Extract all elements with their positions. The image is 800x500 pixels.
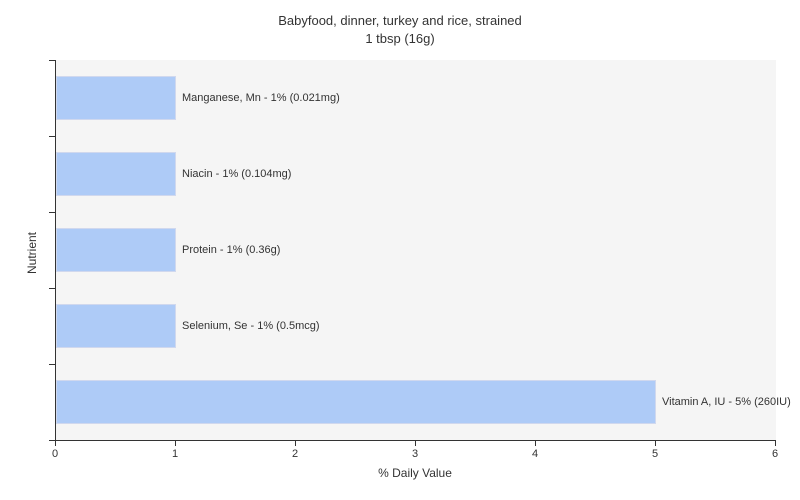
bar xyxy=(56,304,176,348)
bar-label: Niacin - 1% (0.104mg) xyxy=(182,168,291,180)
x-tick xyxy=(655,440,656,446)
y-tick xyxy=(49,60,55,61)
bar xyxy=(56,76,176,120)
bar xyxy=(56,152,176,196)
x-tick-label: 5 xyxy=(652,448,658,460)
x-tick-label: 6 xyxy=(772,448,778,460)
x-tick xyxy=(55,440,56,446)
x-axis-title: % Daily Value xyxy=(378,466,452,480)
y-axis-title: Nutrient xyxy=(25,232,39,274)
y-tick xyxy=(49,364,55,365)
x-tick-label: 0 xyxy=(52,448,58,460)
x-tick xyxy=(415,440,416,446)
bar-label: Manganese, Mn - 1% (0.021mg) xyxy=(182,92,340,104)
bar-label: Vitamin A, IU - 5% (260IU) xyxy=(662,396,791,408)
chart-container: { "chart": { "type": "bar-horizontal", "… xyxy=(0,0,800,500)
y-tick xyxy=(49,288,55,289)
x-tick xyxy=(775,440,776,446)
x-tick-label: 1 xyxy=(172,448,178,460)
y-tick xyxy=(49,212,55,213)
x-tick xyxy=(175,440,176,446)
x-tick xyxy=(535,440,536,446)
x-tick-label: 2 xyxy=(292,448,298,460)
title-line-1: Babyfood, dinner, turkey and rice, strai… xyxy=(278,13,522,28)
x-tick xyxy=(295,440,296,446)
bar xyxy=(56,228,176,272)
bar-label: Selenium, Se - 1% (0.5mcg) xyxy=(182,320,320,332)
plot-area: Manganese, Mn - 1% (0.021mg) Niacin - 1% … xyxy=(55,60,776,441)
y-tick xyxy=(49,136,55,137)
bar-label: Protein - 1% (0.36g) xyxy=(182,244,280,256)
y-tick xyxy=(49,440,55,441)
title-line-2: 1 tbsp (16g) xyxy=(365,31,434,46)
x-tick-label: 4 xyxy=(532,448,538,460)
x-tick-label: 3 xyxy=(412,448,418,460)
chart-title: Babyfood, dinner, turkey and rice, strai… xyxy=(0,12,800,47)
bar xyxy=(56,380,656,424)
